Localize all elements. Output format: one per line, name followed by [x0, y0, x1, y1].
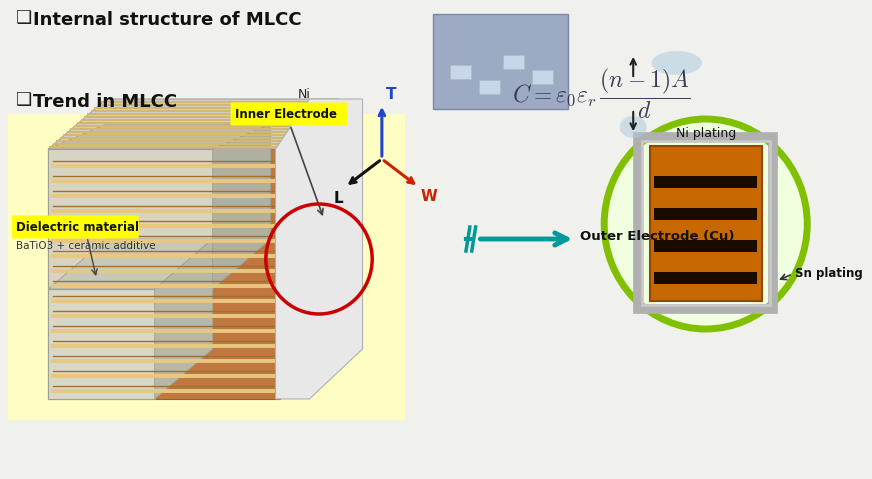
Text: Ni: Ni [297, 88, 310, 101]
Ellipse shape [620, 116, 647, 138]
Text: BaTiO3 + ceramic additive: BaTiO3 + ceramic additive [17, 241, 156, 251]
Text: T: T [385, 87, 396, 102]
Bar [502, 55, 524, 69]
Bar [479, 80, 500, 94]
Polygon shape [48, 124, 270, 149]
Text: Ni plating: Ni plating [676, 127, 736, 140]
Polygon shape [276, 99, 363, 399]
Bar [638, 137, 773, 309]
Polygon shape [48, 289, 154, 399]
Text: Inner Electrode: Inner Electrode [235, 107, 337, 121]
Ellipse shape [651, 51, 702, 75]
Polygon shape [48, 99, 338, 149]
Bar [8, 114, 404, 419]
Polygon shape [48, 239, 213, 289]
Text: Sn plating: Sn plating [794, 267, 862, 281]
Text: ❑: ❑ [16, 91, 31, 109]
Bar [650, 146, 762, 301]
Text: Dielectric material: Dielectric material [17, 220, 140, 233]
Text: Internal structure of MLCC: Internal structure of MLCC [33, 11, 302, 29]
Text: W: W [420, 189, 438, 204]
Bar [450, 65, 471, 79]
Bar [655, 240, 757, 252]
Bar [655, 272, 757, 284]
Text: ❑: ❑ [16, 9, 31, 27]
Polygon shape [48, 149, 281, 399]
Text: Outer Electrode (Cu): Outer Electrode (Cu) [580, 229, 734, 242]
Bar [655, 176, 757, 188]
FancyBboxPatch shape [230, 103, 348, 125]
Text: L: L [333, 191, 344, 206]
Bar [532, 70, 553, 84]
Circle shape [604, 119, 807, 329]
Bar [433, 14, 569, 109]
Polygon shape [154, 239, 213, 399]
Text: Trend in MLCC: Trend in MLCC [33, 93, 177, 111]
Polygon shape [213, 124, 270, 289]
Polygon shape [281, 99, 338, 399]
Bar [655, 208, 757, 220]
Polygon shape [48, 149, 213, 289]
FancyBboxPatch shape [12, 216, 139, 239]
Bar [642, 141, 769, 305]
Text: $C=\varepsilon_{0}\varepsilon_{r}\,\dfrac{(n-1)A}{d}$: $C=\varepsilon_{0}\varepsilon_{r}\,\dfra… [513, 67, 691, 121]
